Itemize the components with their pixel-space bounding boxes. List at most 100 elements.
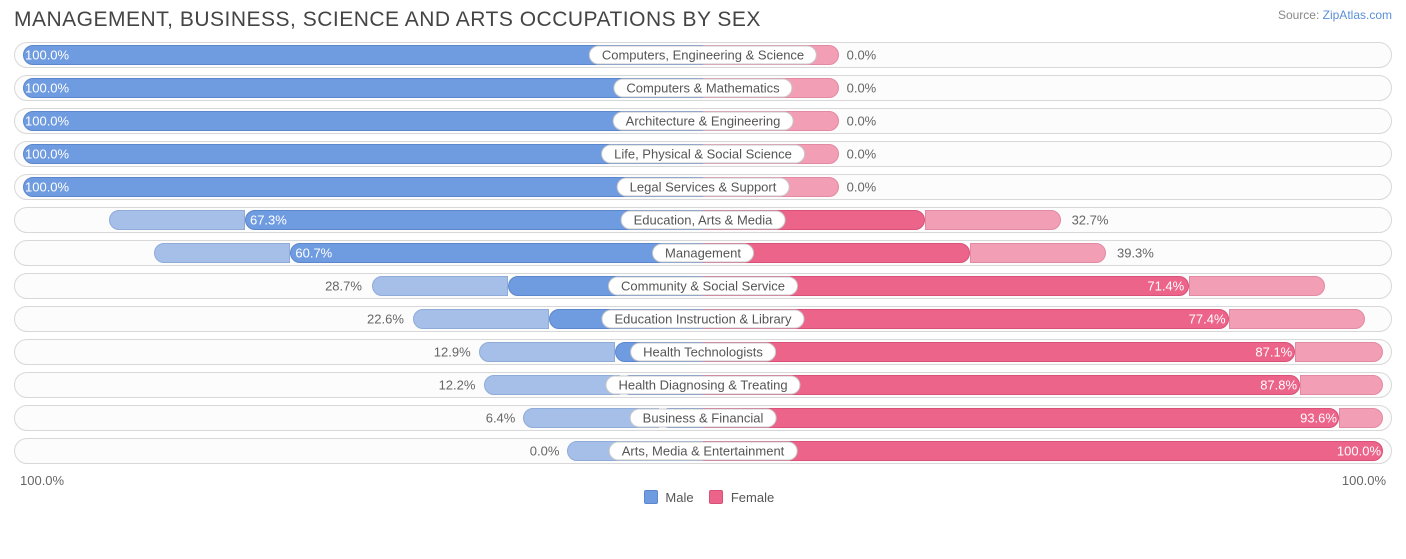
source-link[interactable]: ZipAtlas.com	[1323, 8, 1392, 22]
male-half: 100.0%	[15, 76, 703, 100]
female-half: 0.0%	[703, 142, 1391, 166]
female-pale-bar	[1189, 276, 1325, 296]
female-half: 93.6%	[703, 406, 1391, 430]
female-bar	[703, 276, 1189, 296]
male-pale-bar	[154, 243, 290, 263]
male-bar	[290, 243, 703, 263]
female-value: 32.7%	[1072, 213, 1109, 228]
male-bar	[508, 276, 703, 296]
female-half: 0.0%	[703, 175, 1391, 199]
female-pale-bar	[1229, 309, 1365, 329]
male-half: 100.0%	[15, 109, 703, 133]
male-pale-bar	[567, 441, 703, 461]
female-value: 0.0%	[847, 114, 877, 129]
female-half: 0.0%	[703, 43, 1391, 67]
female-half: 39.3%	[703, 241, 1391, 265]
male-half: 12.2%	[15, 373, 703, 397]
chart-row: 67.3%32.7%Education, Arts & Media	[14, 207, 1392, 233]
male-pale-bar	[413, 309, 549, 329]
male-swatch-icon	[644, 490, 658, 504]
x-axis: 100.0% 100.0%	[14, 471, 1392, 488]
male-bar	[615, 342, 703, 362]
female-pale-bar	[1300, 375, 1383, 395]
male-bar	[23, 78, 703, 98]
female-pale-bar	[703, 144, 839, 164]
female-half: 87.8%	[703, 373, 1391, 397]
male-value: 12.9%	[434, 345, 471, 360]
female-value: 0.0%	[847, 180, 877, 195]
male-half: 100.0%	[15, 142, 703, 166]
female-pale-bar	[1339, 408, 1383, 428]
occupations-by-sex-chart: MANAGEMENT, BUSINESS, SCIENCE AND ARTS O…	[0, 0, 1406, 515]
male-half: 28.7%	[15, 274, 703, 298]
chart-row: 12.9%87.1%Health Technologists	[14, 339, 1392, 365]
female-half: 77.4%	[703, 307, 1391, 331]
female-bar	[703, 408, 1339, 428]
chart-row: 22.6%77.4%Education Instruction & Librar…	[14, 306, 1392, 332]
male-value: 6.4%	[486, 411, 516, 426]
male-bar	[23, 177, 703, 197]
female-half: 71.4%	[703, 274, 1391, 298]
female-value: 39.3%	[1117, 246, 1154, 261]
male-bar	[23, 144, 703, 164]
male-value: 12.2%	[439, 378, 476, 393]
female-half: 100.0%	[703, 439, 1391, 463]
male-pale-bar	[523, 408, 659, 428]
female-pale-bar	[1295, 342, 1383, 362]
male-bar	[620, 375, 703, 395]
male-bar	[549, 309, 703, 329]
male-value: 28.7%	[325, 279, 362, 294]
male-pale-bar	[372, 276, 508, 296]
chart-header: MANAGEMENT, BUSINESS, SCIENCE AND ARTS O…	[14, 8, 1392, 32]
male-half: 22.6%	[15, 307, 703, 331]
female-pale-bar	[703, 111, 839, 131]
male-bar	[23, 45, 703, 65]
chart-row: 100.0%0.0%Computers, Engineering & Scien…	[14, 42, 1392, 68]
chart-title: MANAGEMENT, BUSINESS, SCIENCE AND ARTS O…	[14, 8, 761, 32]
chart-row: 100.0%0.0%Legal Services & Support	[14, 174, 1392, 200]
chart-row: 0.0%100.0%Arts, Media & Entertainment	[14, 438, 1392, 464]
legend-female-label: Female	[731, 490, 774, 505]
female-pale-bar	[703, 45, 839, 65]
male-half: 100.0%	[15, 175, 703, 199]
chart-row: 12.2%87.8%Health Diagnosing & Treating	[14, 372, 1392, 398]
male-pale-bar	[479, 342, 615, 362]
female-half: 0.0%	[703, 76, 1391, 100]
female-bar	[703, 441, 1383, 461]
chart-row: 60.7%39.3%Management	[14, 240, 1392, 266]
chart-row: 100.0%0.0%Computers & Mathematics	[14, 75, 1392, 101]
chart-rows: 100.0%0.0%Computers, Engineering & Scien…	[14, 42, 1392, 464]
female-bar	[703, 210, 925, 230]
female-pale-bar	[925, 210, 1061, 230]
female-value: 0.0%	[847, 81, 877, 96]
male-half: 6.4%	[15, 406, 703, 430]
female-value: 0.0%	[847, 147, 877, 162]
male-bar	[23, 111, 703, 131]
axis-right-label: 100.0%	[1342, 473, 1386, 488]
chart-row: 100.0%0.0%Life, Physical & Social Scienc…	[14, 141, 1392, 167]
male-value: 22.6%	[367, 312, 404, 327]
male-value: 0.0%	[530, 444, 560, 459]
male-pale-bar	[109, 210, 245, 230]
legend-male-label: Male	[665, 490, 693, 505]
female-value: 0.0%	[847, 48, 877, 63]
female-half: 87.1%	[703, 340, 1391, 364]
source-label: Source:	[1278, 8, 1319, 22]
male-half: 60.7%	[15, 241, 703, 265]
axis-left-label: 100.0%	[20, 473, 64, 488]
male-half: 100.0%	[15, 43, 703, 67]
female-swatch-icon	[709, 490, 723, 504]
female-bar	[703, 243, 970, 263]
legend: Male Female	[14, 490, 1392, 505]
female-pale-bar	[970, 243, 1106, 263]
male-half: 12.9%	[15, 340, 703, 364]
male-bar	[659, 408, 703, 428]
female-bar	[703, 309, 1229, 329]
female-bar	[703, 342, 1295, 362]
source-attribution: Source: ZipAtlas.com	[1278, 8, 1392, 24]
female-half: 32.7%	[703, 208, 1391, 232]
chart-row: 100.0%0.0%Architecture & Engineering	[14, 108, 1392, 134]
male-bar	[245, 210, 703, 230]
chart-row: 28.7%71.4%Community & Social Service	[14, 273, 1392, 299]
female-pale-bar	[703, 177, 839, 197]
